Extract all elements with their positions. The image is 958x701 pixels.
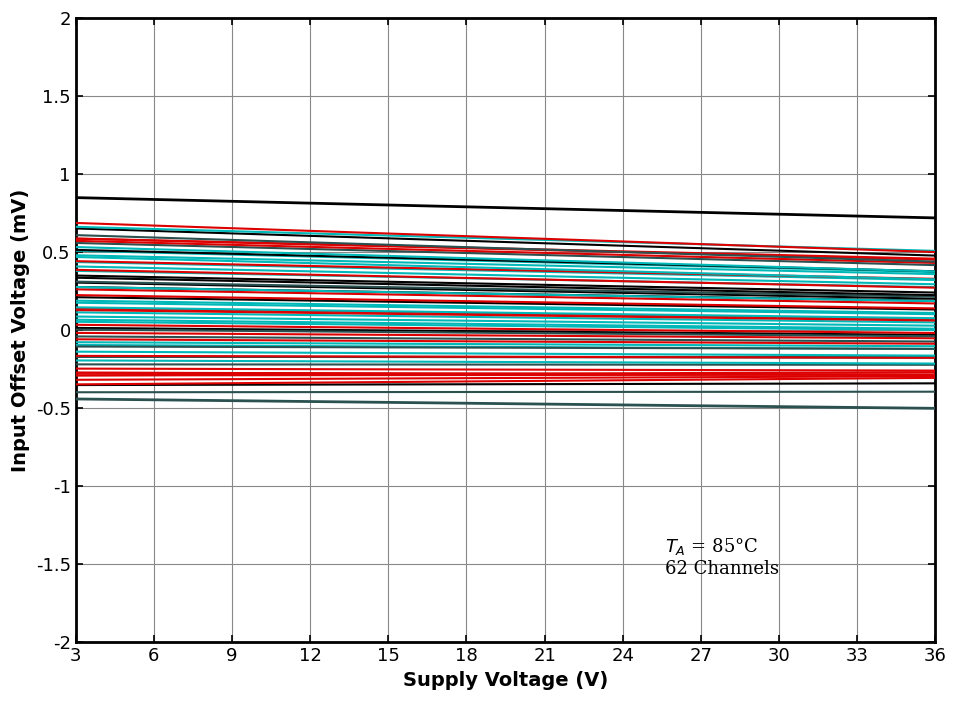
Y-axis label: Input Offset Voltage (mV): Input Offset Voltage (mV) (11, 189, 30, 472)
X-axis label: Supply Voltage (V): Supply Voltage (V) (403, 671, 608, 690)
Text: $T_A$ = 85°C
62 Channels: $T_A$ = 85°C 62 Channels (665, 536, 779, 578)
